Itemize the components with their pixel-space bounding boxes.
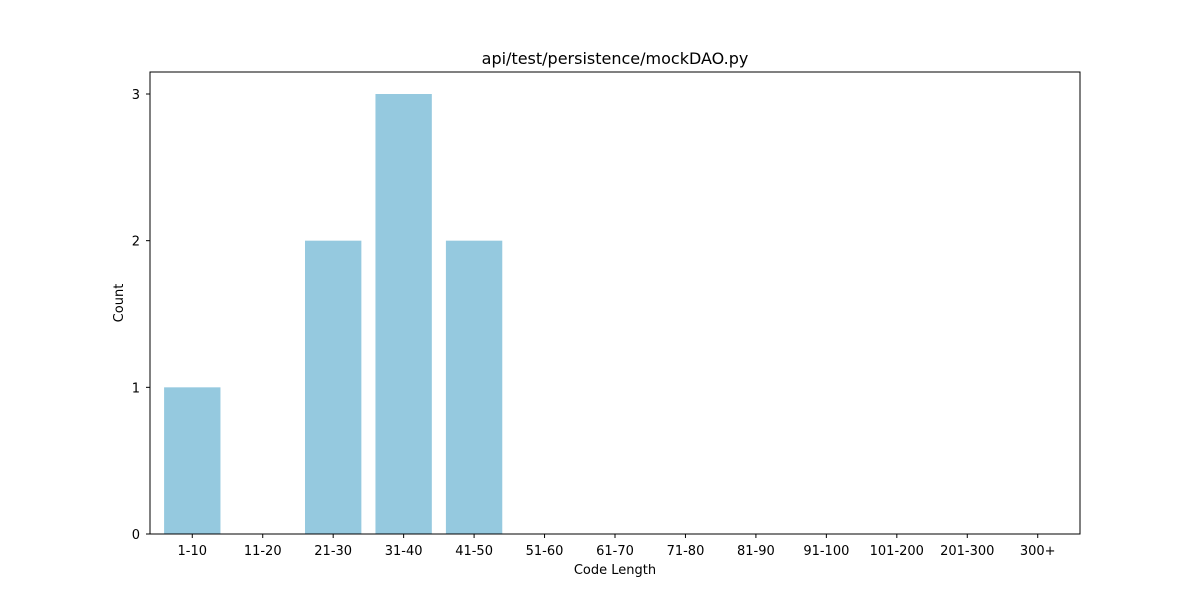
bar-1-10 xyxy=(164,387,221,534)
x-tick-label: 41-50 xyxy=(455,544,493,559)
bar-31-40 xyxy=(375,94,432,534)
bar-21-30 xyxy=(305,240,362,534)
x-tick-label: 11-20 xyxy=(244,544,282,559)
bars-layer xyxy=(164,94,503,534)
y-axis: 0 1 2 3 xyxy=(132,88,150,543)
chart-title: api/test/persistence/mockDAO.py xyxy=(482,49,749,68)
x-tick-label: 81-90 xyxy=(737,544,775,559)
x-axis: 1-10 11-20 21-30 31-40 41-50 51-60 61-70 71-80 8… xyxy=(178,534,1056,559)
x-tick-label: 31-40 xyxy=(385,544,423,559)
y-tick-label: 2 xyxy=(132,235,140,250)
y-tick-label: 0 xyxy=(132,528,140,543)
bar-41-50 xyxy=(445,240,503,534)
x-tick-label: 71-80 xyxy=(667,544,705,559)
plot-frame xyxy=(149,71,1081,535)
y-tick-label: 1 xyxy=(132,381,140,396)
x-axis-label: Code Length xyxy=(574,563,656,578)
x-tick-label: 21-30 xyxy=(314,544,352,559)
x-tick-label: 300+ xyxy=(1020,544,1056,559)
x-tick-label: 61-70 xyxy=(596,544,634,559)
x-tick-label: 51-60 xyxy=(526,544,564,559)
x-tick-label: 201-300 xyxy=(940,544,994,559)
y-tick-label: 3 xyxy=(132,88,140,103)
x-tick-label: 1-10 xyxy=(178,544,208,559)
y-axis-label: Count xyxy=(112,284,127,323)
x-tick-label: 91-100 xyxy=(803,544,849,559)
x-tick-label: 101-200 xyxy=(870,544,924,559)
